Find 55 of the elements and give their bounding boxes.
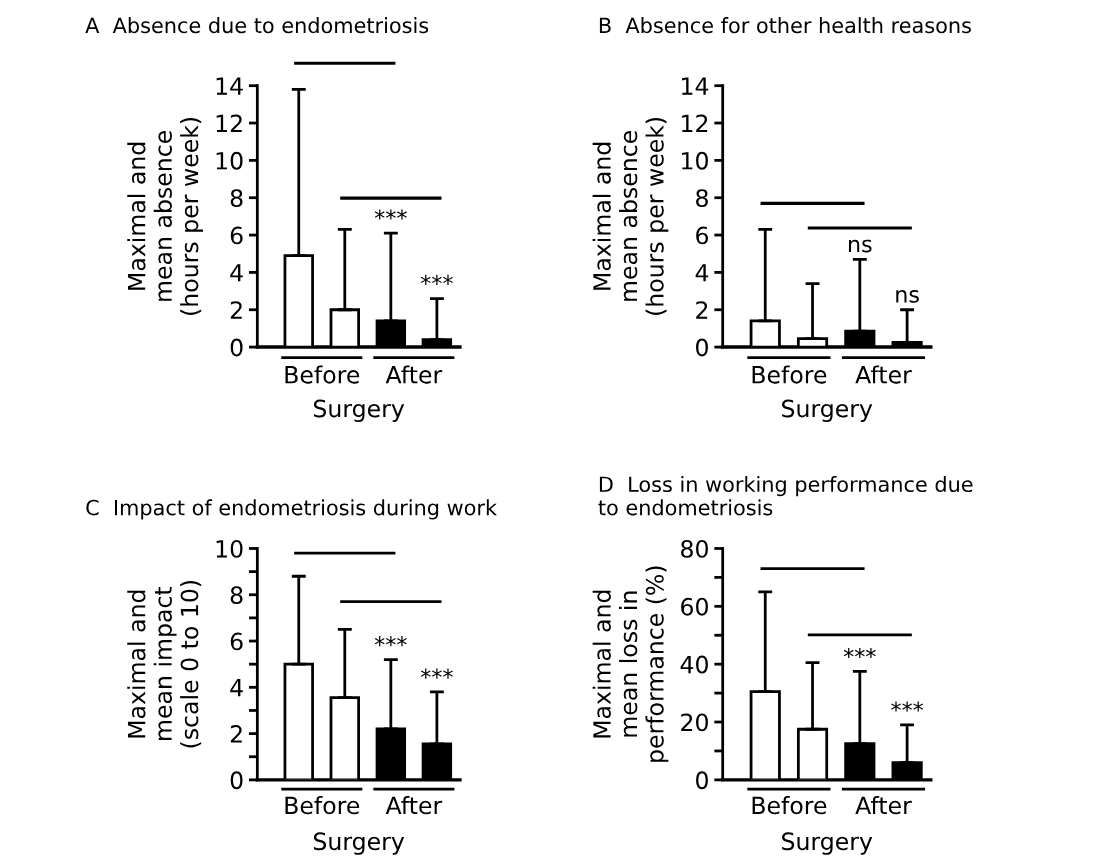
y-tick-label: 4 <box>230 264 243 282</box>
y-axis-title: Maximal and mean loss in performance (%) <box>592 566 669 762</box>
annotation: *** <box>891 701 924 712</box>
y-tick-label: 6 <box>230 632 243 651</box>
y-axis-title: Maximal and mean impact (scale 0 to 10) <box>127 580 202 748</box>
x-axis-title: Surgery <box>782 832 873 855</box>
text: Before <box>285 796 360 815</box>
y-tick-label: 8 <box>230 189 243 208</box>
text: After <box>385 365 443 384</box>
y-axis-title: Maximal and mean absence (hours per week) <box>127 117 203 315</box>
text: Before <box>752 365 827 384</box>
text: Before <box>285 365 360 384</box>
text: Before <box>752 796 827 815</box>
y-tick-label: 10 <box>216 539 243 558</box>
y-tick-label: 10 <box>216 151 243 170</box>
annotation: *** <box>420 274 453 285</box>
annotation: *** <box>843 647 876 659</box>
text: After <box>385 796 443 815</box>
annotation: ns <box>896 290 919 303</box>
chart-title: B Absence for other health reasons <box>599 17 971 34</box>
y-tick-label: 80 <box>681 539 708 558</box>
x-axis-title: Surgery <box>782 399 873 423</box>
y-tick-label: 6 <box>230 226 243 245</box>
y-tick-label: 0 <box>230 338 243 357</box>
y-tick-label: 8 <box>230 586 243 605</box>
y-tick-label: 2 <box>696 301 708 319</box>
y-tick-label: 14 <box>682 77 709 95</box>
y-tick-label: 0 <box>696 771 708 790</box>
y-tick-label: 12 <box>682 114 708 133</box>
chart-title: D Loss in working performance due to endometriosis <box>598 475 973 516</box>
chart-title: C Impact of endometriosis during work <box>86 499 497 520</box>
x-axis-title: Surgery <box>313 832 405 855</box>
y-tick-label: 14 <box>216 77 243 95</box>
annotation: *** <box>374 209 407 220</box>
y-tick-label: 2 <box>230 725 242 743</box>
annotation: *** <box>420 668 453 679</box>
y-tick-label: 6 <box>696 226 709 245</box>
y-tick-label: 0 <box>696 338 708 357</box>
y-tick-label: 4 <box>695 264 709 282</box>
chart-title: A Absence due to endometriosis <box>85 17 429 34</box>
x-axis-title: Surgery <box>313 399 405 423</box>
y-tick-label: 0 <box>230 771 243 790</box>
annotation: *** <box>374 636 407 647</box>
y-tick-label: 12 <box>216 114 242 133</box>
text: After <box>855 796 912 815</box>
y-tick-label: 8 <box>696 189 708 208</box>
y-tick-label: 40 <box>680 655 708 674</box>
y-tick-label: 2 <box>230 301 242 319</box>
y-tick-label: 20 <box>681 713 708 732</box>
y-tick-label: 10 <box>682 151 708 170</box>
text: After <box>855 365 912 384</box>
annotation: ns <box>849 239 872 253</box>
y-tick-label: 4 <box>230 679 243 697</box>
y-axis-title: Maximal and mean absence (hours per week) <box>592 117 669 315</box>
y-tick-label: 60 <box>681 597 708 616</box>
